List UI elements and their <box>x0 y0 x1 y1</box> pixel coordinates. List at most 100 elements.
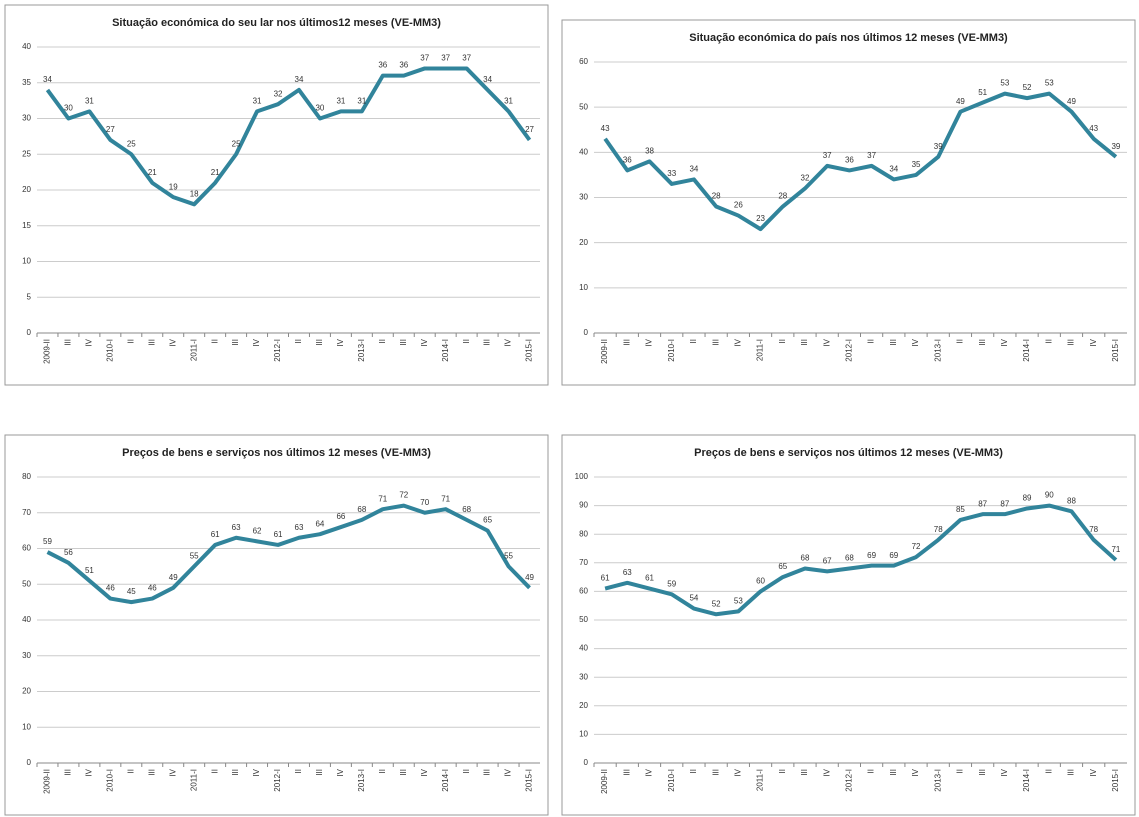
data-label: 39 <box>934 142 943 151</box>
data-label: 46 <box>106 584 115 593</box>
data-line <box>604 503 1118 617</box>
y-tick-label: 80 <box>22 472 31 481</box>
x-tick-label: IV <box>168 338 177 346</box>
y-tick-label: 70 <box>22 508 31 517</box>
x-tick-label: II <box>1044 769 1053 773</box>
y-tick-label: 50 <box>579 102 588 111</box>
data-label: 34 <box>689 165 698 174</box>
x-tick-label: IV <box>822 768 831 776</box>
data-label: 49 <box>956 97 965 106</box>
data-label: 68 <box>801 554 810 563</box>
data-label: 28 <box>778 192 787 201</box>
data-label: 63 <box>295 523 304 532</box>
y-tick-label: 10 <box>22 257 31 266</box>
x-tick-label: 2012-I <box>273 339 282 362</box>
x-tick-label: IV <box>85 768 94 776</box>
y-tick-label: 35 <box>22 78 31 87</box>
data-label: 61 <box>601 574 610 583</box>
data-line <box>46 503 531 605</box>
x-tick-label: 2010-I <box>667 339 676 362</box>
x-tick-label: 2011-I <box>756 769 765 791</box>
y-tick-label: 90 <box>579 501 588 510</box>
x-tick-label: 2009-II <box>43 339 52 364</box>
x-tick-label: 2014-I <box>1022 769 1031 792</box>
x-tick-label: IV <box>336 768 345 776</box>
x-tick-label: III <box>889 339 898 346</box>
data-label: 38 <box>645 146 654 155</box>
x-tick-label: III <box>483 769 492 776</box>
data-label: 87 <box>1000 499 1009 508</box>
x-tick-label: IV <box>168 768 177 776</box>
data-label: 18 <box>190 189 199 198</box>
x-tick-label: III <box>889 769 898 776</box>
data-label: 72 <box>399 491 408 500</box>
data-label: 35 <box>912 160 921 169</box>
data-label: 30 <box>315 104 324 113</box>
data-label: 69 <box>867 551 876 560</box>
data-label: 63 <box>232 523 241 532</box>
data-label: 62 <box>253 526 262 535</box>
data-label: 31 <box>253 96 262 105</box>
data-label: 53 <box>1000 79 1009 88</box>
x-tick-label: 2010-I <box>105 339 114 362</box>
x-tick-label: 2015-I <box>525 769 534 792</box>
x-tick-label: IV <box>336 338 345 346</box>
x-tick-label: 2012-I <box>273 769 282 792</box>
data-label: 52 <box>712 599 721 608</box>
y-tick-label: 50 <box>579 615 588 624</box>
y-tick-label: 30 <box>579 672 588 681</box>
x-tick-label: III <box>622 769 631 776</box>
data-label: 49 <box>525 573 534 582</box>
x-tick-label: 2013-I <box>933 769 942 792</box>
data-label: 54 <box>689 594 698 603</box>
data-label: 43 <box>601 124 610 133</box>
data-label: 51 <box>85 566 94 575</box>
x-tick-label: IV <box>252 338 261 346</box>
x-tick-label: III <box>399 339 408 346</box>
data-label: 63 <box>623 568 632 577</box>
x-tick-label: IV <box>733 768 742 776</box>
y-tick-label: 0 <box>584 758 589 767</box>
data-label: 31 <box>504 96 513 105</box>
chart-title: Situação económica do país nos últimos 1… <box>689 32 1008 44</box>
data-label: 55 <box>190 551 199 560</box>
data-label: 19 <box>169 182 178 191</box>
x-tick-label: IV <box>1089 338 1098 346</box>
data-label: 70 <box>420 498 429 507</box>
data-label: 90 <box>1045 491 1054 500</box>
data-label: 36 <box>378 61 387 70</box>
data-label: 25 <box>232 139 241 148</box>
x-tick-label: IV <box>420 768 429 776</box>
y-tick-label: 60 <box>22 544 31 553</box>
x-tick-label: III <box>800 339 809 346</box>
data-label: 78 <box>1089 525 1098 534</box>
x-tick-label: II <box>294 769 303 773</box>
data-label: 34 <box>43 75 52 84</box>
data-label: 37 <box>867 151 876 160</box>
data-label: 67 <box>823 556 832 565</box>
data-label: 37 <box>441 54 450 63</box>
x-tick-label: III <box>1067 769 1076 776</box>
y-tick-label: 100 <box>575 472 589 481</box>
data-label: 59 <box>667 579 676 588</box>
data-label: 53 <box>1045 79 1054 88</box>
x-tick-label: III <box>64 339 73 346</box>
x-tick-label: III <box>147 339 156 346</box>
y-tick-label: 30 <box>22 114 31 123</box>
y-tick-label: 20 <box>579 701 588 710</box>
x-tick-label: 2009-II <box>600 769 609 794</box>
x-tick-label: 2009-II <box>600 339 609 364</box>
x-tick-label: III <box>315 769 324 776</box>
chart-border <box>561 434 1136 816</box>
x-tick-label: II <box>126 339 135 343</box>
x-tick-label: IV <box>1089 768 1098 776</box>
y-tick-label: 10 <box>579 730 588 739</box>
x-tick-label: 2010-I <box>667 769 676 792</box>
y-tick-label: 60 <box>579 587 588 596</box>
chart-title: Situação económica do seu lar nos último… <box>112 17 441 29</box>
y-tick-label: 40 <box>22 615 31 624</box>
data-label: 32 <box>801 174 810 183</box>
data-label: 27 <box>106 125 115 134</box>
